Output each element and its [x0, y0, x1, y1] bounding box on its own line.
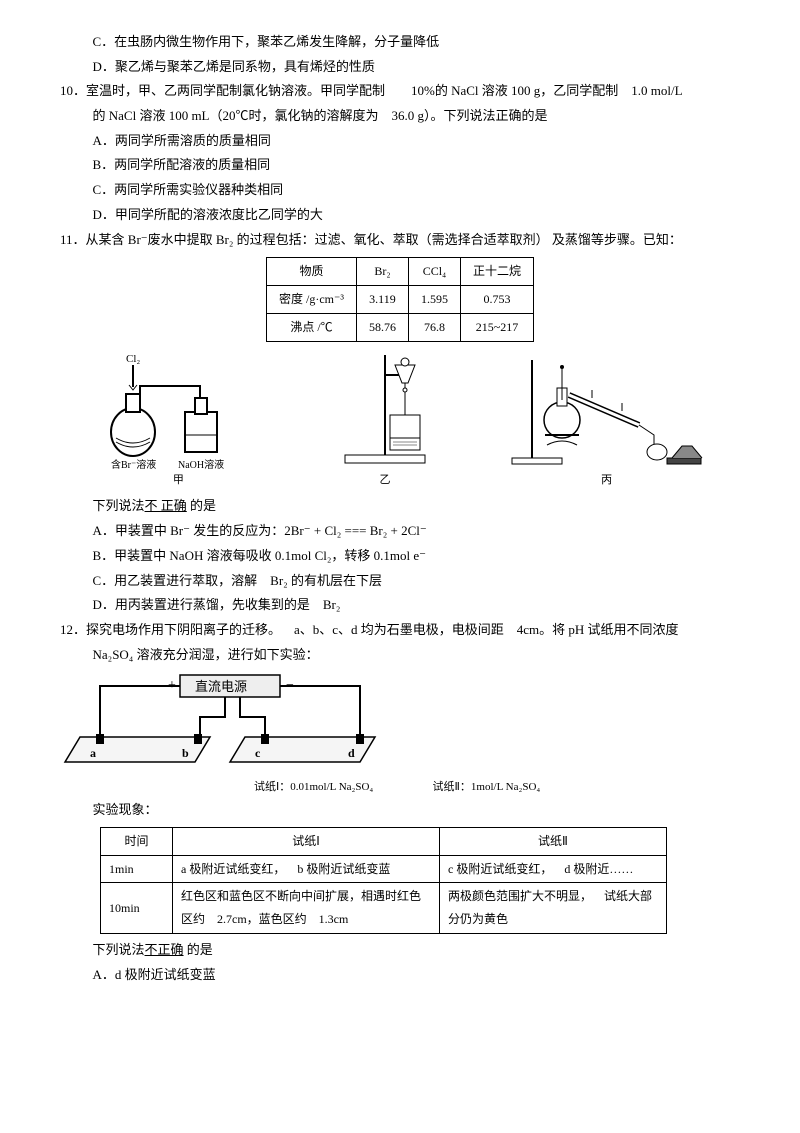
q10-opt-d: D．甲同学所配的溶液浓度比乙同学的大	[60, 203, 740, 228]
elec-b: b	[182, 746, 189, 760]
q11-r1-1: 3.119	[356, 285, 408, 313]
q11-r1-3: 0.753	[460, 285, 533, 313]
elec-c: c	[255, 746, 261, 760]
q12-lead: 下列说法不正确 的是	[60, 938, 740, 963]
q12-opt-a: A．d 极附近试纸变蓝	[60, 963, 740, 988]
q11-r2-1: 58.76	[356, 313, 408, 341]
cl2-label: Cl₂	[126, 353, 140, 365]
q12-r1-2: c 极附近试纸变红， d 极附近……	[440, 855, 667, 883]
br-label: 含Br⁻溶液	[111, 458, 156, 470]
q11-table: 物质 Br₂ CCl₄ 正十二烷 密度 /g·cm⁻³ 3.119 1.595 …	[266, 257, 534, 341]
q10-opt-b: B．两同学所配溶液的质量相同	[60, 153, 740, 178]
paper1-label: 试纸Ⅰ：0.01mol/L Na₂SO₄	[229, 777, 399, 798]
naoh-label: NaOH溶液	[178, 458, 224, 470]
elec-d: d	[348, 746, 355, 760]
q11-th-3: 正十二烷	[460, 258, 533, 286]
apparatus-yi-icon	[330, 350, 440, 470]
q11-r1-2: 1.595	[408, 285, 460, 313]
q11-th-0: 物质	[267, 258, 357, 286]
q10-opt-a: A．两同学所需溶质的质量相同	[60, 129, 740, 154]
q12-h0: 时间	[101, 827, 173, 855]
q9-opt-d: D．聚乙烯与聚苯乙烯是同系物，具有烯烃的性质	[60, 55, 740, 80]
q12-phen: 实验现象：	[60, 798, 740, 823]
q11-th-2: CCl₄	[408, 258, 460, 286]
q11-lead: 下列说法不 正确 的是	[60, 494, 740, 519]
q11-figures: Cl₂ 含Br⁻溶液 NaOH溶液 甲 乙	[60, 350, 740, 491]
q12-h2: 试纸Ⅱ	[440, 827, 667, 855]
cap-jia: 甲	[93, 470, 263, 491]
q12-table: 时间 试纸Ⅰ 试纸Ⅱ 1min a 极附近试纸变红， b 极附近试纸变蓝 c 极…	[100, 827, 667, 934]
q12-stem1: 12．探究电场作用下阴阳离子的迁移。 a、b、c、d 均为石墨电极，电极间距 4…	[60, 618, 740, 643]
q11-opt-c: C．用乙装置进行萃取，溶解 Br₂ 的有机层在下层	[60, 569, 740, 594]
q10-opt-c: C．两同学所需实验仪器种类相同	[60, 178, 740, 203]
paper2-label: 试纸Ⅱ：1mol/L Na₂SO₄	[401, 777, 571, 798]
q10-stem2: 的 NaCl 溶液 100 mL（20℃时，氯化钠的溶解度为 36.0 g）。下…	[60, 104, 740, 129]
q11-stem: 11．从某含 Br⁻废水中提取 Br₂ 的过程包括：过滤、氧化、萃取（需选择合适…	[60, 228, 740, 253]
q12-r2-2: 两极颜色范围扩大不明显， 试纸大部分仍为黄色	[440, 883, 667, 934]
q11-r2-0: 沸点 /℃	[267, 313, 357, 341]
q11-opt-d: D．用丙装置进行蒸馏，先收集到的是 Br₂	[60, 593, 740, 618]
cap-yi: 乙	[330, 470, 440, 491]
q11-r2-3: 215~217	[460, 313, 533, 341]
q12-r2-1: 红色区和蓝色区不断向中间扩展，相遇时红色区约 2.7cm，蓝色区约 1.3cm	[173, 883, 440, 934]
q11-th-1: Br₂	[356, 258, 408, 286]
q11-opt-b: B．甲装置中 NaOH 溶液每吸收 0.1mol Cl₂，转移 0.1mol e…	[60, 544, 740, 569]
elec-a: a	[90, 746, 96, 760]
apparatus-jia-icon: Cl₂ 含Br⁻溶液 NaOH溶液	[93, 350, 263, 470]
q12-r2-0: 10min	[101, 883, 173, 934]
power-label: 直流电源	[195, 679, 247, 694]
q12-r1-0: 1min	[101, 855, 173, 883]
q12-setup-icon: 直流电源 + − a b c d	[60, 667, 400, 777]
q12-h1: 试纸Ⅰ	[173, 827, 440, 855]
q11-r1-0: 密度 /g·cm⁻³	[267, 285, 357, 313]
q12-r1-1: a 极附近试纸变红， b 极附近试纸变蓝	[173, 855, 440, 883]
q12-stem2: Na₂SO₄ 溶液充分润湿，进行如下实验：	[60, 643, 740, 668]
q10-stem1: 10．室温时，甲、乙两同学配制氯化钠溶液。甲同学配制 10%的 NaCl 溶液 …	[60, 79, 740, 104]
cap-bing: 丙	[507, 470, 707, 491]
apparatus-bing-icon	[507, 350, 707, 470]
q11-opt-a: A．甲装置中 Br⁻ 发生的反应为：2Br⁻ + Cl₂ === Br₂ + 2…	[60, 519, 740, 544]
q9-opt-c: C．在虫肠内微生物作用下，聚苯乙烯发生降解，分子量降低	[60, 30, 740, 55]
q11-r2-2: 76.8	[408, 313, 460, 341]
